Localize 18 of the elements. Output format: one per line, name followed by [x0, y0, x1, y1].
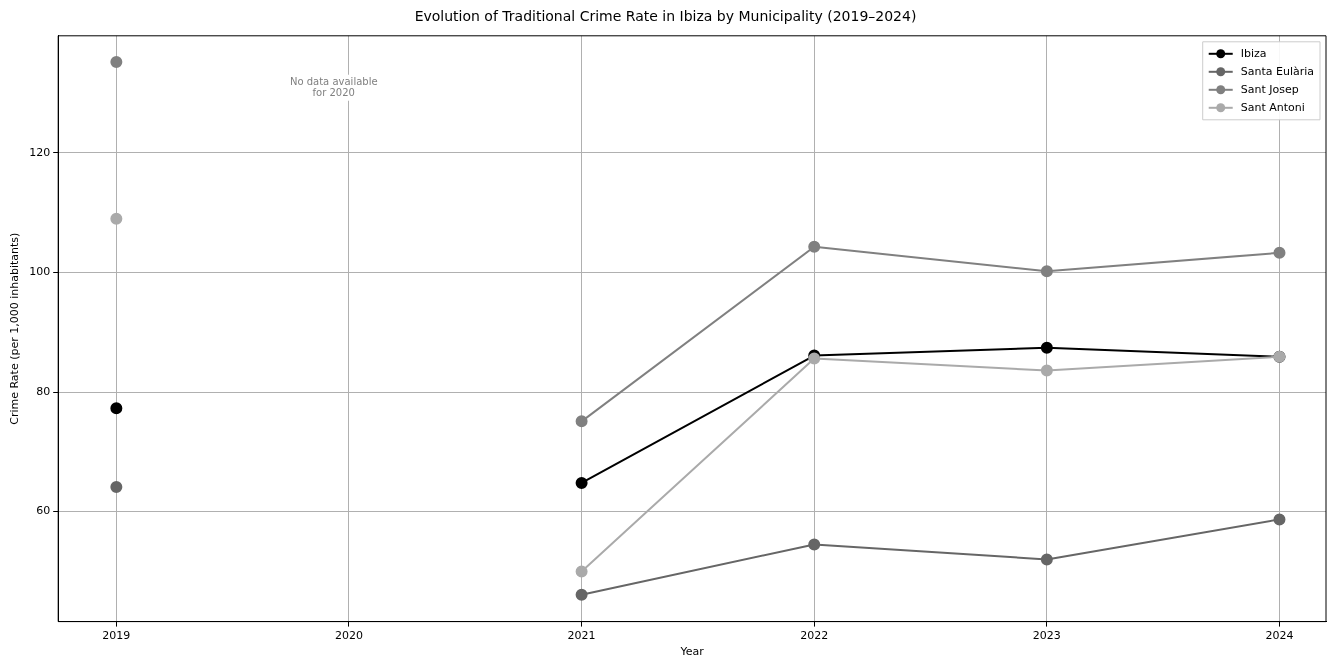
x-tick-label: 2020: [334, 629, 363, 643]
y-tick-label: 60: [36, 504, 51, 518]
x-tick-label: 2022: [800, 629, 829, 643]
legend-label: Santa Eulària: [1240, 64, 1315, 78]
legend-label: Ibiza: [1240, 46, 1267, 60]
x-tick-label: 2019: [102, 629, 131, 643]
x-tick-label: 2021: [567, 629, 596, 643]
y-axis-title: Crime Rate (per 1,000 inhabitants): [8, 232, 22, 425]
y-tick-label: 100: [29, 265, 51, 279]
x-tick-label: 2024: [1265, 629, 1294, 643]
x-tick-label: 2023: [1032, 629, 1061, 643]
x-axis-title: Year: [679, 645, 705, 659]
y-tick-label: 80: [36, 384, 51, 398]
y-tick-label: 120: [29, 145, 51, 159]
chart-title: Evolution of Traditional Crime Rate in Ibiza by Municipality (2019–2024): [414, 8, 917, 25]
annotation: No data available for 2020: [289, 75, 378, 98]
legend-label: Sant Antoni: [1240, 100, 1305, 114]
legend-label: Sant Josep: [1240, 82, 1299, 96]
